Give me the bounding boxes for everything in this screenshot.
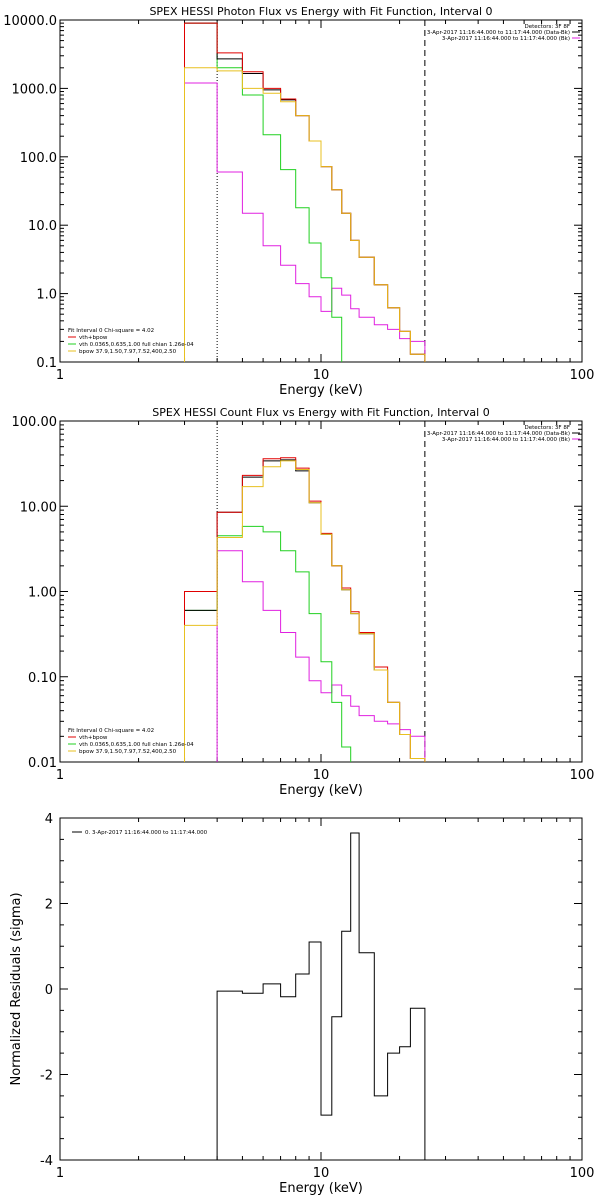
fit-header: Fit Interval 0 Chi-square = 4.02 (68, 328, 154, 334)
legend-entry: bpow 37.9,1.50,7.97,7.52,400,2.50 (79, 749, 177, 755)
x-tick-label: 1 (56, 1166, 64, 1181)
x-tick-label: 10 (313, 768, 330, 783)
x-axis-label: Energy (keV) (279, 783, 363, 798)
x-axis-label: Energy (keV) (279, 383, 363, 398)
header-line: 3-Apr-2017 11:16:44.000 to 11:17:44.000 … (427, 30, 570, 36)
y-tick-label: 100.00 (12, 415, 58, 430)
y-tick-label: 1000.0 (12, 82, 58, 97)
chart-panel-3: 1 10 100 Energy (keV) -4 -2 0 2 4 Normalized Resi… (9, 812, 595, 1196)
y-tick-label: 4 (45, 812, 53, 827)
header-line: 3-Apr-2017 11:16:44.000 to 11:17:44.000 … (427, 431, 570, 437)
y-tick-label: 1.00 (28, 586, 57, 601)
chart-panel-2: SPEX HESSI Count Flux vs Energy with Fit… (12, 406, 595, 798)
y-tick-label: 0.10 (28, 671, 57, 686)
y-tick-label: -2 (40, 1069, 53, 1084)
chart-panel-1: SPEX HESSI Photon Flux vs Energy with Fi… (3, 5, 595, 398)
histogram-series-4 (184, 460, 426, 762)
x-tick-label: 10 (313, 368, 330, 383)
histogram-series-5 (216, 550, 426, 762)
fit-header: Fit Interval 0 Chi-square = 4.02 (68, 728, 154, 734)
x-tick-label: 100 (570, 368, 595, 383)
x-tick-label: 1 (56, 368, 64, 383)
y-tick-label: 0.1 (36, 356, 57, 371)
y-tick-label: 10.00 (20, 500, 57, 515)
y-tick-label: 10.0 (28, 219, 57, 234)
y-tick-label: 2 (45, 898, 53, 913)
legend-entry: bpow 37.9,1.50,7.97,7.52,400,2.50 (79, 349, 177, 355)
histogram-series-1 (184, 459, 426, 762)
histogram-series-4 (184, 67, 426, 362)
y-tick-label: 1.0 (36, 288, 57, 303)
chart-title: SPEX HESSI Count Flux vs Energy with Fit… (152, 406, 489, 419)
chart-title: SPEX HESSI Photon Flux vs Energy with Fi… (149, 5, 492, 18)
series-group (216, 832, 426, 1160)
histogram-series-3 (184, 22, 343, 362)
x-tick-label: 10 (313, 1166, 330, 1181)
series-group (184, 457, 426, 762)
x-tick-label: 100 (570, 768, 595, 783)
legend-entry: vth+bpow (79, 735, 108, 741)
histogram-series-5 (184, 82, 426, 362)
x-axis-label: Energy (keV) (279, 1181, 363, 1196)
series-group (184, 22, 426, 362)
y-tick-label: 0 (45, 983, 53, 998)
header-line: 3-Apr-2017 11:16:44.000 to 11:17:44.000 … (442, 36, 570, 42)
y-tick-label: 0.01 (28, 756, 57, 771)
y-tick-label: 100.0 (20, 151, 57, 166)
legend-entry: 0. 3-Apr-2017 11:16:44.000 to 11:17:44.0… (85, 830, 208, 836)
y-axis-label: Normalized Residuals (sigma) (9, 892, 24, 1085)
plot-frame (59, 420, 583, 763)
header-line: Detectors: 3F 8F (524, 425, 570, 431)
header-line: Detectors: 3F 8F (524, 24, 570, 30)
legend-entry: vth+bpow (79, 335, 108, 341)
histogram-series-1 (216, 832, 426, 1160)
legend-entry: vth 0.0365,0.635,1.00 full chian 1.26e-0… (79, 342, 194, 348)
x-tick-label: 1 (56, 768, 64, 783)
histogram-series-2 (184, 457, 426, 762)
legend-entry: vth 0.0365,0.635,1.00 full chian 1.26e-0… (79, 742, 194, 748)
y-tick-label: -4 (40, 1154, 53, 1169)
x-tick-label: 100 (570, 1166, 595, 1181)
y-tick-label: 10000.0 (3, 14, 57, 29)
header-line: 3-Apr-2017 11:16:44.000 to 11:17:44.000 … (442, 437, 570, 443)
histogram-series-3 (184, 525, 352, 762)
